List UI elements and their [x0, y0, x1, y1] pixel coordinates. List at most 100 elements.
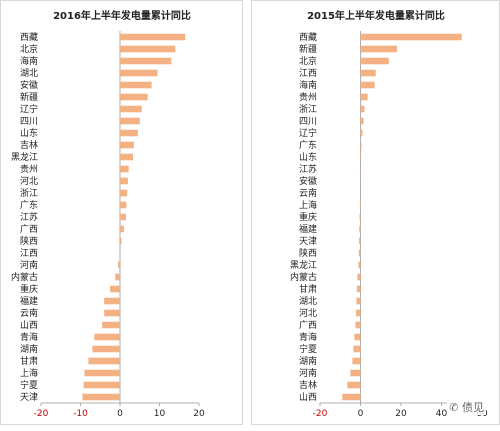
category-label: 上海	[20, 367, 38, 379]
bar	[120, 93, 148, 101]
category-label: 陕西	[20, 235, 38, 247]
x-tick-label: 20	[395, 409, 407, 419]
category-label: 新疆	[299, 43, 317, 55]
category-label: 山东	[20, 127, 38, 139]
category-label: 云南	[299, 187, 317, 199]
chart-panel-2015: 2015年上半年发电量累计同比 西藏 新疆 北京 江西 海南 贵州 浙江 四川 辽宁 广东 山东 江苏安…	[251, 0, 500, 425]
bar	[88, 357, 120, 365]
bar	[92, 345, 120, 353]
category-label: 江苏	[20, 211, 38, 223]
category-label: 西藏	[20, 31, 38, 43]
bar	[360, 105, 365, 113]
chart-title: 2015年上半年发电量累计同比	[307, 9, 445, 22]
category-label: 河南	[299, 367, 317, 379]
bar	[358, 249, 361, 257]
category-label: 浙江	[299, 103, 317, 115]
bar	[82, 393, 120, 401]
category-label: 贵州	[20, 163, 38, 175]
wechat-bubble-icon: ✆	[449, 401, 459, 414]
category-label: 四川	[299, 117, 317, 127]
bar	[359, 225, 361, 233]
category-label: 福建	[20, 295, 38, 307]
bar	[357, 273, 361, 281]
bar	[350, 369, 361, 377]
category-label: 天津	[20, 392, 38, 403]
bar	[360, 129, 363, 137]
bar	[360, 81, 375, 89]
bar	[360, 57, 389, 65]
bar	[120, 177, 128, 185]
bar	[110, 285, 120, 293]
category-label: 江苏	[299, 163, 317, 175]
bar	[120, 201, 127, 209]
category-label: 宁夏	[20, 379, 38, 391]
category-label: 广西	[20, 223, 38, 235]
category-label: 湖北	[299, 296, 317, 307]
category-label: 湖南	[20, 343, 38, 355]
bar	[355, 321, 361, 329]
category-label: 江西	[20, 248, 38, 259]
bar	[120, 237, 122, 245]
bar	[120, 129, 138, 137]
bar	[120, 225, 124, 233]
x-tick-label: -20	[313, 409, 328, 419]
bar	[360, 69, 376, 77]
bar	[358, 261, 361, 269]
category-label: 天津	[299, 236, 317, 247]
bar	[352, 357, 361, 365]
category-label: 内蒙古	[11, 271, 38, 283]
x-tick-label: -10	[73, 409, 88, 419]
bar	[120, 33, 186, 41]
category-label: 北京	[20, 43, 38, 55]
category-label: 新疆	[20, 91, 38, 103]
category-label: 上海	[299, 199, 317, 211]
category-label: 辽宁	[20, 103, 38, 115]
category-label: 广东	[20, 199, 38, 211]
bar	[104, 309, 120, 317]
category-label: 贵州	[299, 91, 317, 103]
category-label: 浙江	[20, 187, 38, 199]
bar	[120, 45, 176, 53]
category-label: 北京	[299, 55, 317, 67]
x-tick-label: 20	[193, 409, 205, 419]
category-label: 河南	[20, 259, 38, 271]
bar	[360, 93, 368, 101]
bar	[83, 381, 120, 389]
category-label: 安徽	[20, 79, 38, 91]
category-label: 青海	[299, 331, 317, 343]
bar	[120, 117, 140, 125]
category-label: 重庆	[20, 283, 38, 295]
bar	[360, 141, 362, 149]
bar	[359, 213, 361, 221]
category-label: 陕西	[299, 247, 317, 259]
category-label: 海南	[20, 55, 38, 67]
watermark-text: 债见	[462, 401, 484, 414]
bar	[94, 333, 120, 341]
x-tick-label: 0	[358, 409, 364, 419]
bar	[356, 297, 361, 305]
bar	[359, 237, 361, 245]
category-label: 青海	[20, 331, 38, 343]
bar	[359, 201, 361, 209]
x-tick-label: 0	[117, 409, 123, 419]
category-label: 江西	[299, 68, 317, 79]
category-label: 四川	[20, 117, 38, 127]
category-label: 甘肃	[299, 283, 317, 295]
category-label: 湖南	[299, 355, 317, 367]
category-label: 海南	[299, 79, 317, 91]
bar	[115, 273, 120, 281]
category-label: 黑龙江	[11, 151, 38, 163]
chart-panel-2016: 2016年上半年发电量累计同比 西藏 北京 海南 湖北 安徽 新疆 辽宁 四川 山东 吉林 黑龙江 贵州…	[0, 0, 243, 425]
category-label: 辽宁	[299, 127, 317, 139]
bar	[347, 381, 361, 389]
x-tick-label: 40	[436, 409, 448, 419]
category-label: 吉林	[20, 139, 38, 151]
bar	[356, 309, 361, 317]
category-label: 山东	[299, 151, 317, 163]
bar	[360, 45, 397, 53]
bar	[120, 189, 128, 197]
bar	[353, 345, 361, 353]
category-label: 山西	[299, 392, 317, 403]
bar	[120, 81, 152, 89]
watermark: ✆ 债见	[447, 399, 486, 415]
